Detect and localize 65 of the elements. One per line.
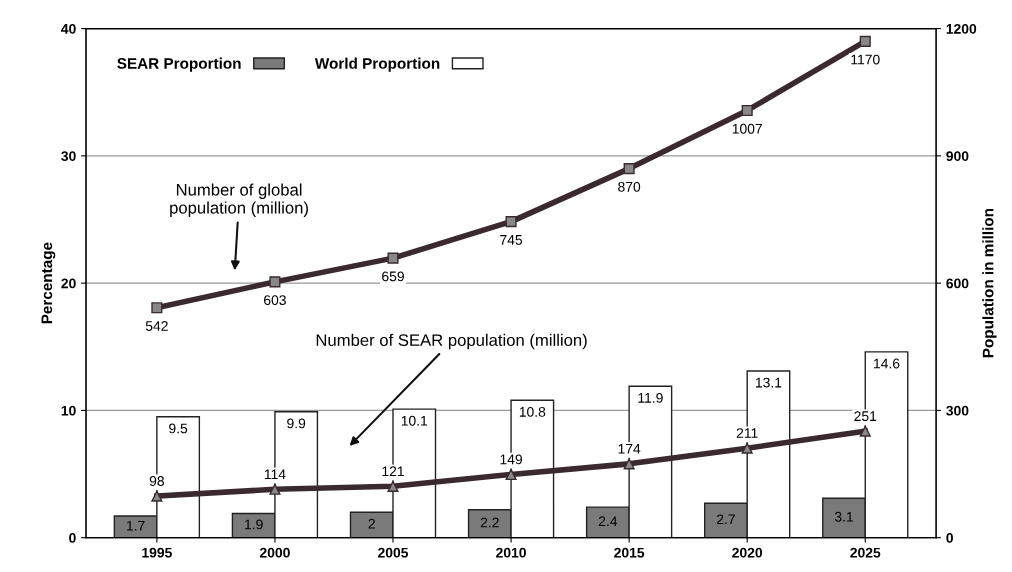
data-label: 121 [382,466,404,477]
point [741,104,753,117]
y-axis-title: Percentage [41,242,56,324]
data-label: 9.9 [287,418,306,429]
y2-tick-label: 300 [946,405,969,416]
data-label: 745 [500,235,523,245]
data-label: 659 [382,271,404,282]
point [387,480,399,492]
annotation: Number of global population (million) [170,183,308,217]
x-tick-label: 2005 [378,547,409,558]
y-tick-label: 10 [61,405,76,416]
point [151,302,163,314]
y-tick-label: 0 [69,533,76,543]
x-tick-label: 2025 [850,547,881,558]
x-tick-label: 2015 [614,547,645,558]
data-label: 1.7 [127,520,145,531]
data-label: 13.1 [755,377,782,388]
y2-tick-label: 900 [946,151,969,162]
data-label: 149 [500,454,522,465]
data-label: 2.2 [480,517,499,528]
legend-label: SEAR Proportion [117,57,241,72]
point [269,276,281,288]
y-tick-label: 30 [61,151,76,162]
data-label: 251 [854,411,877,422]
point [387,252,399,264]
point [151,490,163,502]
y-tick-label: 20 [61,278,76,289]
data-label: 2.4 [598,516,618,526]
point [859,425,871,437]
x-tick-label: 1995 [142,547,172,558]
y-tick-label: 40 [61,23,76,34]
data-label: 98 [149,476,164,486]
data-label: 2.7 [716,514,735,525]
data-label: 1170 [851,54,880,65]
data-label: 1.9 [245,519,263,530]
y2-tick-label: 1200 [946,23,977,34]
data-label: 14.6 [874,358,900,369]
point [623,458,635,470]
data-label: 9.5 [169,423,188,434]
data-label: 542 [145,321,168,331]
data-label: 2 [368,518,375,529]
data-label: 10.8 [519,406,546,417]
data-label: 10.1 [401,415,428,426]
point [859,35,871,47]
point [741,442,753,454]
data-label: 211 [736,428,758,438]
data-label: 114 [264,469,286,480]
point [623,163,635,175]
data-label: 174 [618,444,641,454]
y2-tick-label: 0 [946,533,953,543]
data-label: 603 [264,295,286,306]
y2-tick-label: 600 [946,278,969,289]
y2-axis-title: Population in million [982,208,997,358]
annotation: Number of SEAR population (million) [316,333,587,350]
x-tick-label: 2000 [259,547,290,558]
data-label: 3.1 [834,511,853,522]
data-label: 11.9 [638,392,663,403]
x-tick-label: 2020 [732,547,763,558]
point [505,468,517,481]
data-label: 870 [618,181,641,192]
legend-label: World Proportion [314,57,440,72]
x-tick-label: 2010 [496,547,526,558]
point [269,483,281,495]
data-label: 1007 [732,123,762,134]
point [505,216,517,228]
